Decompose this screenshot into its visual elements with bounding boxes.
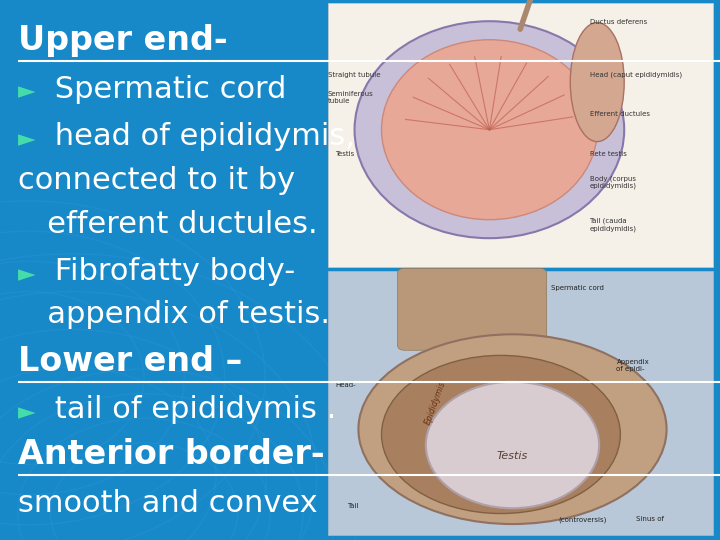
Text: ►: ►	[18, 263, 35, 286]
Text: efferent ductules.: efferent ductules.	[18, 210, 318, 239]
Text: Lower end –: Lower end –	[18, 345, 242, 378]
Text: head of epididymis,: head of epididymis,	[45, 122, 356, 151]
Text: appendix of testis.: appendix of testis.	[18, 300, 330, 329]
Text: Head (caput epididymidis): Head (caput epididymidis)	[590, 72, 682, 78]
Ellipse shape	[382, 355, 621, 514]
Ellipse shape	[570, 23, 624, 141]
Text: Anterior border-: Anterior border-	[18, 438, 325, 471]
Text: Spermatic cord: Spermatic cord	[551, 285, 604, 291]
Text: Tail: Tail	[347, 503, 359, 509]
Text: Ductus deferens: Ductus deferens	[590, 19, 647, 25]
Text: Efferent ductules: Efferent ductules	[590, 111, 649, 118]
Text: Testis: Testis	[497, 450, 528, 461]
FancyBboxPatch shape	[328, 271, 713, 535]
Text: connected to it by: connected to it by	[18, 166, 295, 195]
FancyBboxPatch shape	[397, 268, 546, 350]
Text: Epididymis: Epididymis	[423, 380, 448, 426]
Text: Spermatic cord: Spermatic cord	[45, 75, 287, 104]
Text: Upper end-: Upper end-	[18, 24, 228, 57]
Text: Fibrofatty body-: Fibrofatty body-	[45, 257, 296, 286]
Text: Straight tubule: Straight tubule	[328, 72, 380, 78]
Text: Appendix
of epidi-: Appendix of epidi-	[616, 359, 649, 372]
Text: ►: ►	[18, 401, 35, 424]
FancyBboxPatch shape	[328, 3, 713, 267]
Text: Seminiferous
tubule: Seminiferous tubule	[328, 91, 374, 104]
Text: tail of epididymis .: tail of epididymis .	[45, 395, 337, 424]
Text: smooth and convex: smooth and convex	[18, 489, 318, 518]
Ellipse shape	[354, 21, 624, 238]
Text: Testis: Testis	[336, 151, 354, 157]
Text: Rete testis: Rete testis	[590, 151, 626, 157]
Text: ►: ►	[18, 80, 35, 104]
Text: Sinus of: Sinus of	[636, 516, 664, 522]
Text: Tail (cauda
epididymidis): Tail (cauda epididymidis)	[590, 218, 636, 232]
Text: Body (corpus
epididymidis): Body (corpus epididymidis)	[590, 176, 636, 190]
Ellipse shape	[359, 334, 667, 524]
Text: Head-: Head-	[336, 382, 356, 388]
Text: ►: ►	[18, 128, 35, 151]
Ellipse shape	[426, 382, 599, 508]
Ellipse shape	[382, 40, 598, 220]
Text: (controversis): (controversis)	[559, 516, 607, 523]
